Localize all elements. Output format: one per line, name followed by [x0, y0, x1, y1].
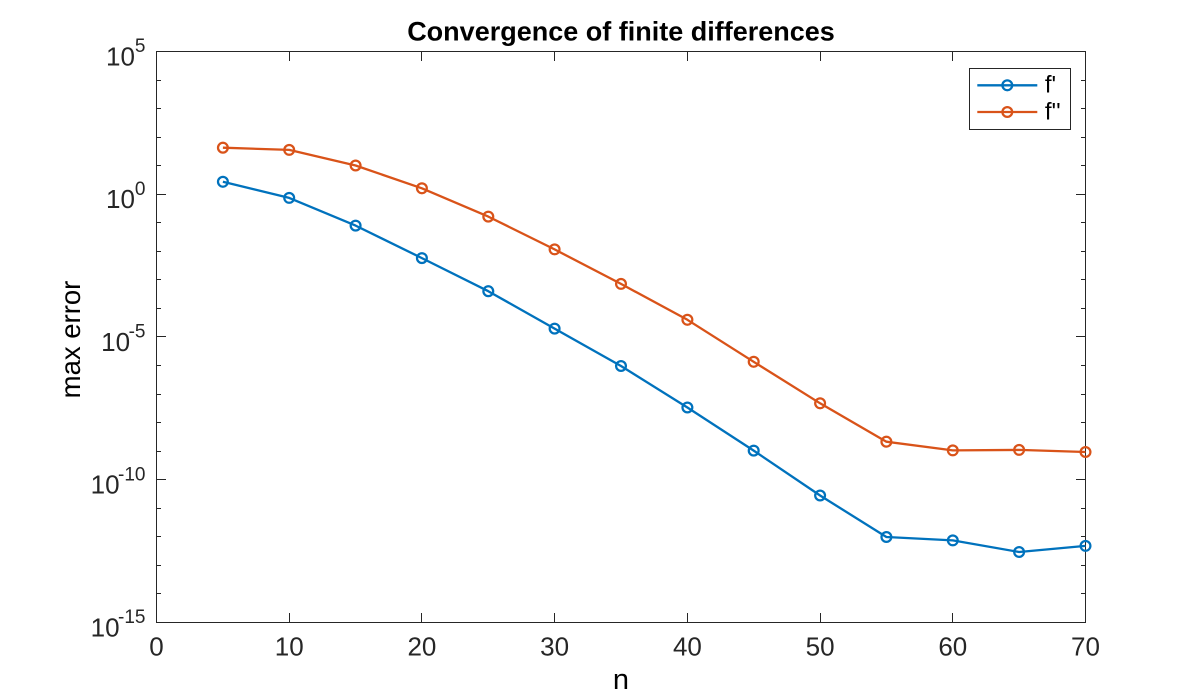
svg-text:10-5: 10-5 — [101, 322, 145, 357]
svg-text:30: 30 — [540, 631, 569, 661]
svg-text:n: n — [613, 664, 629, 696]
svg-text:f': f' — [1045, 72, 1056, 99]
svg-text:70: 70 — [1071, 631, 1100, 661]
svg-text:60: 60 — [938, 631, 967, 661]
svg-text:f'': f'' — [1045, 98, 1061, 125]
svg-text:50: 50 — [806, 631, 835, 661]
svg-text:10: 10 — [275, 631, 304, 661]
svg-text:max error: max error — [55, 281, 86, 399]
svg-text:40: 40 — [673, 631, 702, 661]
svg-text:20: 20 — [407, 631, 436, 661]
svg-text:0: 0 — [149, 631, 163, 661]
svg-text:Convergence of finite differen: Convergence of finite differences — [407, 17, 835, 47]
